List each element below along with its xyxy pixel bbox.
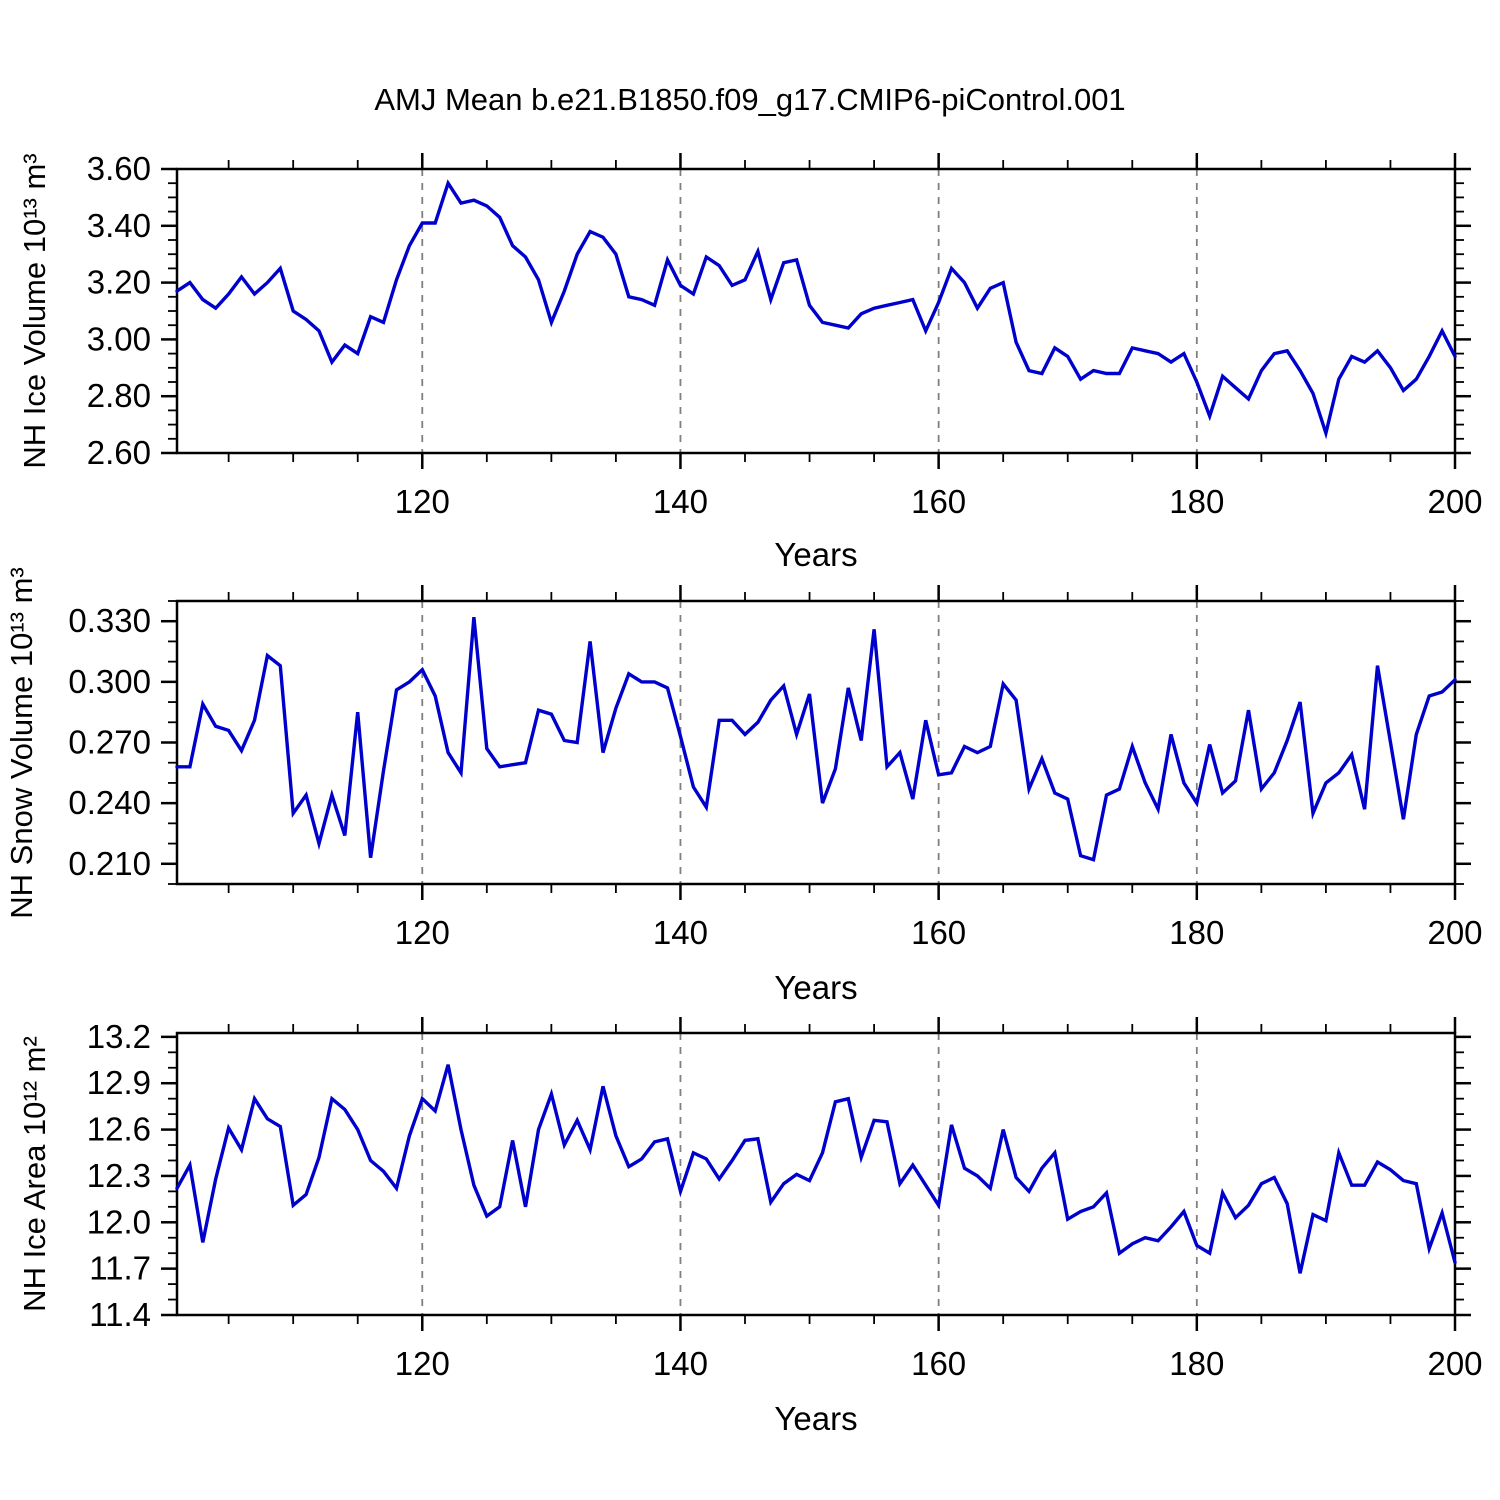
y-tick-label: 0.240 [68, 784, 151, 821]
x-tick-label: 180 [1169, 1345, 1224, 1382]
y-tick-label: 0.330 [68, 602, 151, 639]
y-tick-label: 2.80 [87, 377, 151, 414]
y-tick-label: 3.00 [87, 320, 151, 357]
panel-box-1 [175, 167, 1457, 455]
y-tick-label: 13.2 [87, 1018, 151, 1055]
x-tick-label: 180 [1169, 914, 1224, 951]
x-tick-label: 120 [395, 1345, 450, 1382]
x-tick-label: 160 [911, 1345, 966, 1382]
x-axis-label-years-2: Years [774, 969, 858, 1006]
y-tick-label: 3.40 [87, 207, 151, 244]
x-tick-label: 120 [395, 914, 450, 951]
x-axis-label-years-1: Years [774, 536, 858, 573]
y-tick-label: 11.4 [89, 1296, 151, 1333]
y-tick-label: 0.300 [68, 663, 151, 700]
x-tick-label: 160 [911, 914, 966, 951]
data-line-nh-snow-volume [175, 617, 1457, 862]
y-tick-label: 3.20 [87, 264, 151, 301]
y-tick-label: 12.3 [87, 1157, 151, 1194]
x-axis-label-years-3: Years [774, 1400, 858, 1437]
y-tick-label: 0.210 [68, 845, 151, 882]
y-tick-label: 12.0 [87, 1203, 151, 1240]
y-tick-label: 3.60 [87, 150, 151, 187]
panel-box-2 [175, 599, 1457, 886]
chart-title: AMJ Mean b.e21.B1850.f09_g17.CMIP6-piCon… [374, 82, 1126, 117]
y-tick-label: 11.7 [89, 1250, 151, 1287]
x-tick-label: 200 [1427, 483, 1482, 520]
x-tick-label: 180 [1169, 483, 1224, 520]
data-line-nh-ice-volume [175, 179, 1457, 440]
panel-box-3 [175, 1031, 1457, 1317]
data-line-nh-ice-area [175, 1064, 1457, 1274]
y-tick-label: 2.60 [87, 434, 151, 471]
x-tick-label: 160 [911, 483, 966, 520]
x-tick-label: 120 [395, 483, 450, 520]
x-tick-label: 200 [1427, 914, 1482, 951]
x-tick-label: 140 [653, 1345, 708, 1382]
y-tick-label: 12.6 [87, 1111, 151, 1148]
y-tick-label: 12.9 [87, 1064, 151, 1101]
x-tick-label: 140 [653, 914, 708, 951]
x-tick-label: 140 [653, 483, 708, 520]
y-tick-label: 0.270 [68, 724, 151, 761]
x-tick-label: 200 [1427, 1345, 1482, 1382]
